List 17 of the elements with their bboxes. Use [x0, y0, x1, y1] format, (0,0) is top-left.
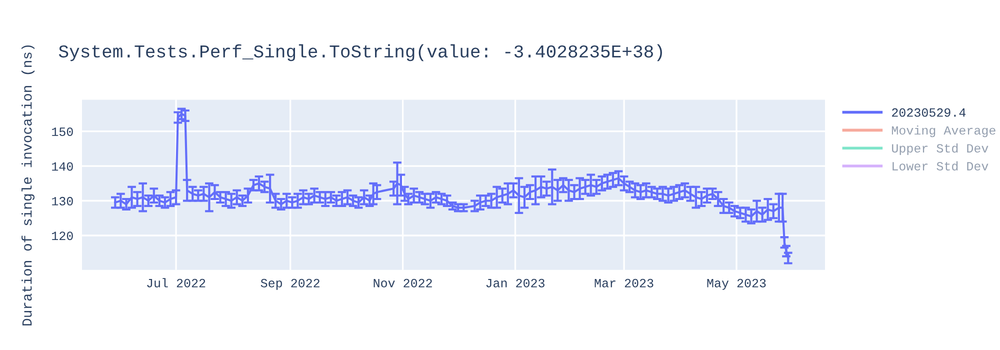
y-tick-label: 140 [52, 162, 73, 171]
y-tick-label: 150 [52, 128, 73, 136]
legend-label: Lower Std Dev [892, 161, 988, 171]
y-axis-title: Duration of single invocation (ns) [22, 45, 34, 326]
chart-title: System.Tests.Perf_Single.ToString(value: -3.4028235E+38) [58, 44, 662, 62]
x-tick-label: Mar 2023 [594, 278, 654, 288]
x-tick-label: Jan 2023 [486, 278, 544, 288]
y-tick-label: 120 [52, 232, 73, 240]
x-tick-label: Jul 2022 [147, 278, 206, 288]
x-tick-label: May 2023 [707, 278, 766, 290]
x-tick-label: Sep 2022 [260, 278, 320, 290]
legend-label: Upper Std Dev [892, 143, 988, 156]
legend-label: Moving Average [892, 126, 996, 138]
legend-label: 20230529.4 [892, 108, 966, 117]
x-tick-label: Nov 2022 [374, 278, 432, 288]
line-series [114, 112, 790, 260]
y-tick-label: 130 [52, 196, 73, 206]
